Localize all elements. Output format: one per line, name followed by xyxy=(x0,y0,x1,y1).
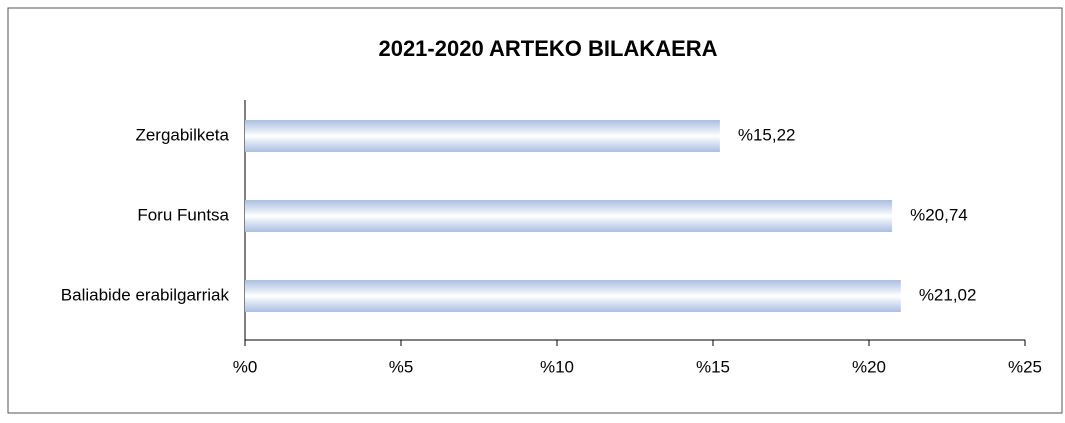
x-tick-label: %0 xyxy=(233,357,258,376)
y-tick-label: Zergabilketa xyxy=(135,125,229,144)
y-tick-label: Foru Funtsa xyxy=(137,205,229,224)
x-tick-label: %5 xyxy=(389,357,414,376)
value-label: %15,22 xyxy=(738,125,796,144)
bar xyxy=(245,200,893,232)
frame xyxy=(7,7,1063,414)
chart-title: 2021-2020 ARTEKO BILAKAERA xyxy=(378,36,717,61)
bar xyxy=(245,280,901,312)
x-tick-label: %15 xyxy=(696,357,730,376)
x-tick-label: %10 xyxy=(540,357,574,376)
value-label: %20,74 xyxy=(910,205,968,224)
y-tick-label: Baliabide erabilgarriak xyxy=(61,285,230,304)
value-label: %21,02 xyxy=(919,285,977,304)
bar xyxy=(245,120,720,152)
x-tick-label: %20 xyxy=(852,357,886,376)
x-tick-label: %25 xyxy=(1008,357,1042,376)
